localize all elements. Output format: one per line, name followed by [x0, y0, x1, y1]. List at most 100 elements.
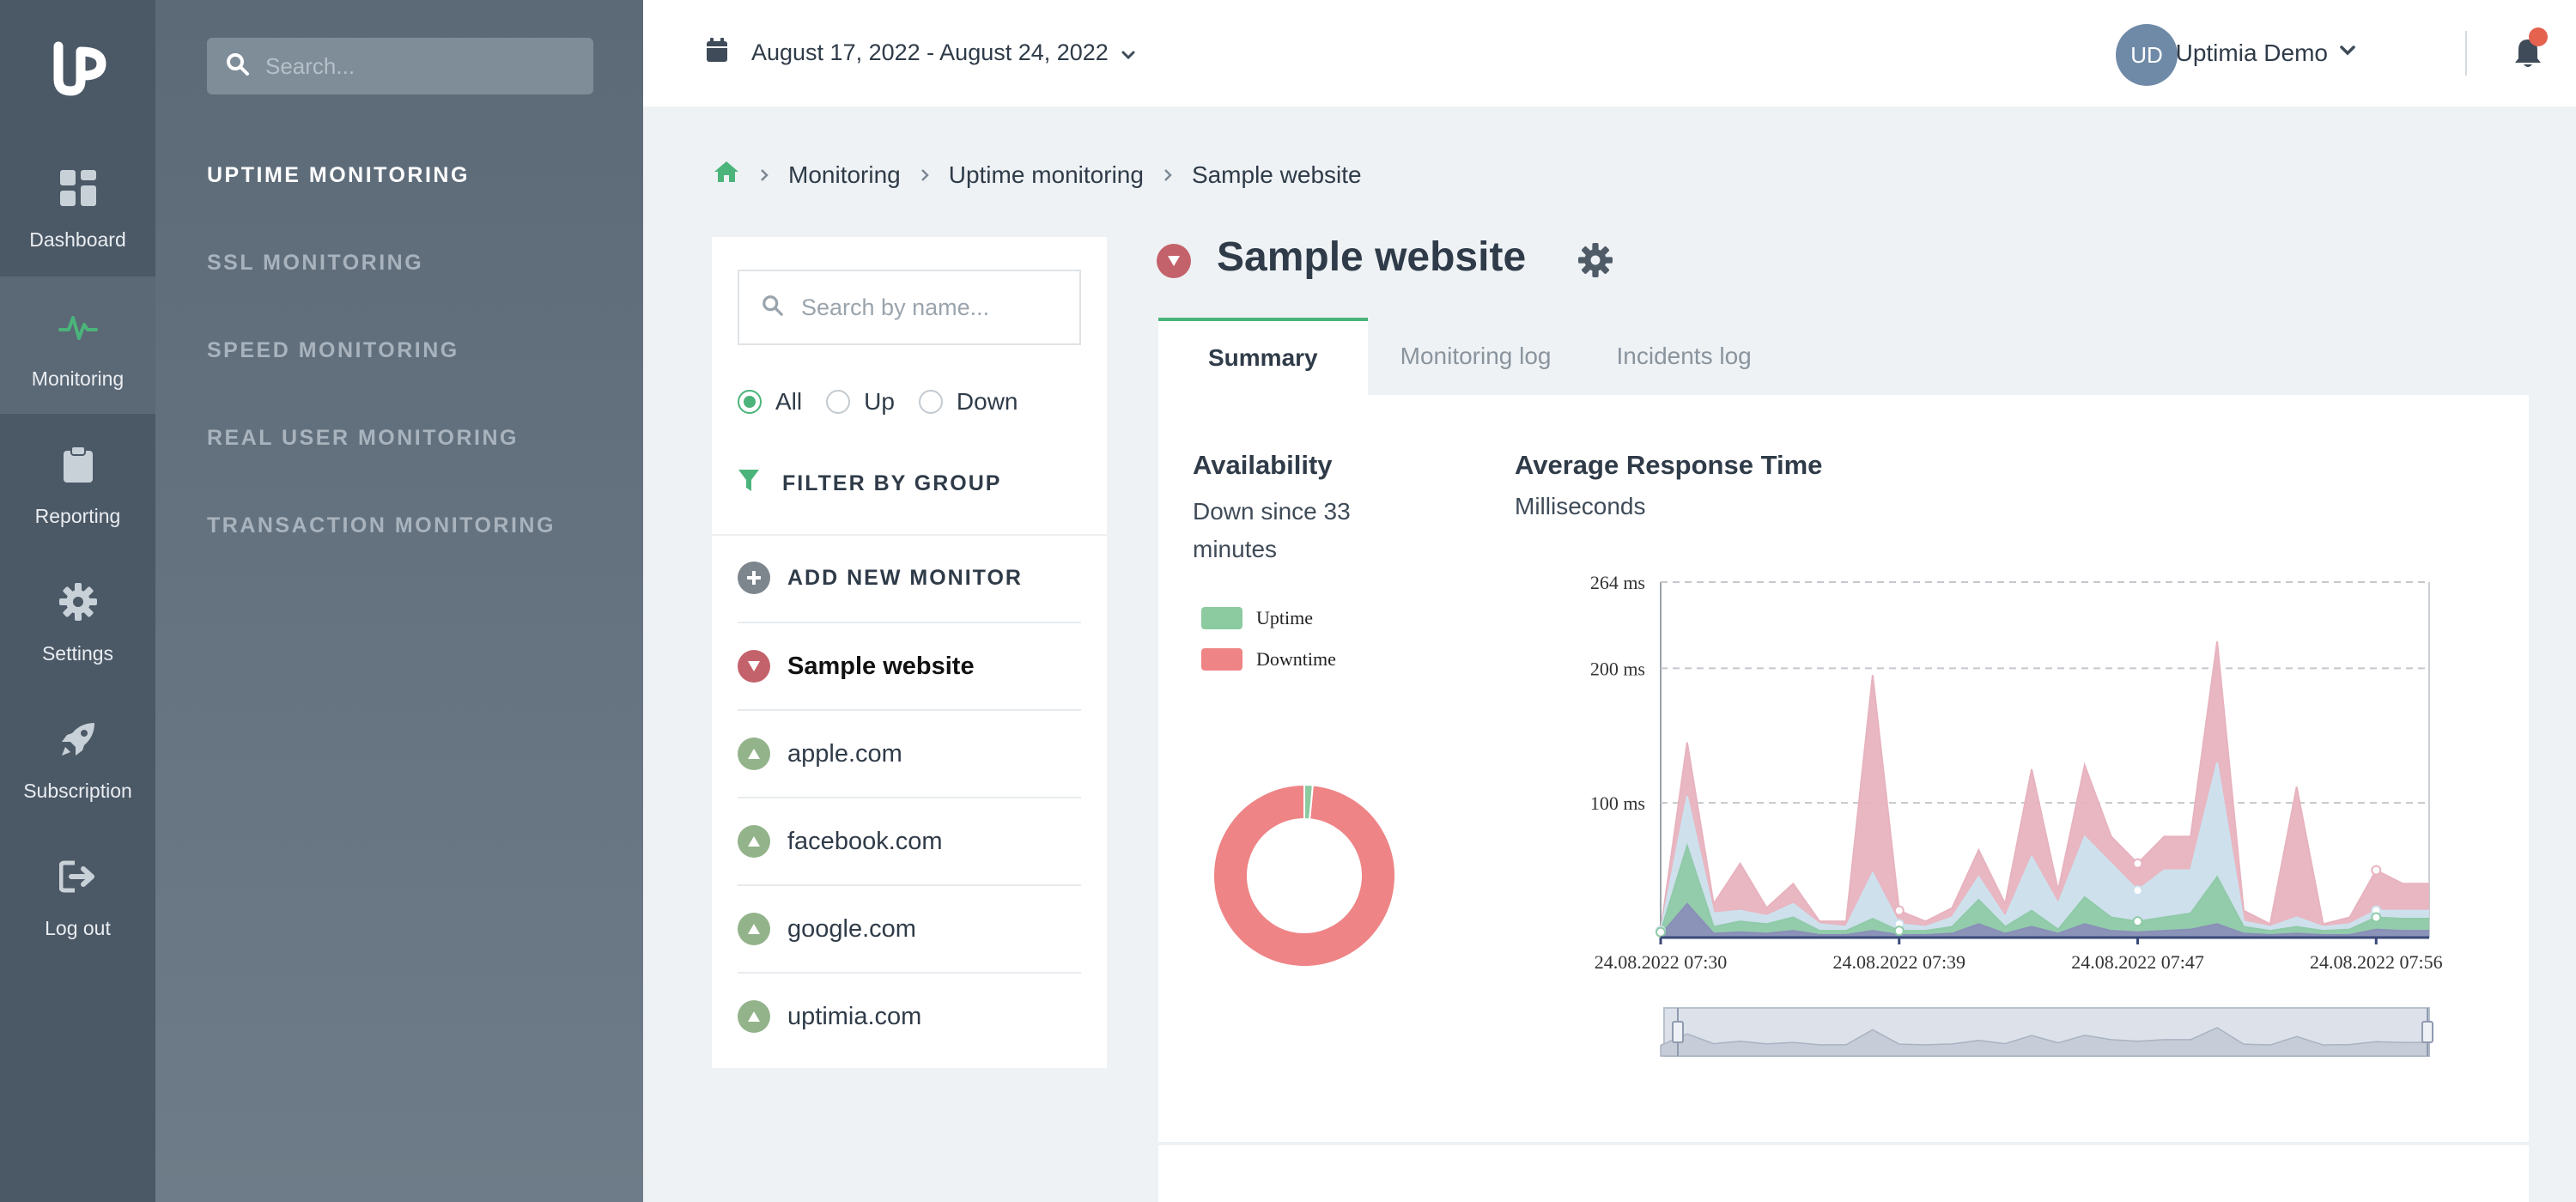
tab-summary[interactable]: Summary: [1158, 318, 1368, 395]
funnel-icon: [738, 469, 782, 499]
data-point[interactable]: [2132, 916, 2143, 927]
x-tick-label: 24.08.2022 07:39: [1832, 951, 1965, 973]
availability-subtitle: Down since 33 minutes: [1193, 498, 1351, 562]
submenu-search-input[interactable]: [265, 52, 574, 80]
uptimia-logo-icon[interactable]: [39, 34, 117, 103]
rail-item-monitoring[interactable]: Monitoring: [0, 276, 155, 414]
submenu-link-ssl[interactable]: SSL MONITORING: [207, 251, 424, 275]
monitor-search[interactable]: [738, 270, 1081, 345]
breadcrumb-uptime-monitoring[interactable]: Uptime monitoring: [948, 161, 1144, 188]
user-menu-name[interactable]: Uptimia Demo: [2175, 39, 2328, 66]
calendar-icon: [707, 38, 727, 68]
availability-donut-chart: [1212, 783, 1396, 968]
submenu-link-real-user[interactable]: REAL USER MONITORING: [207, 426, 519, 450]
donut-slice-downtime[interactable]: [1212, 783, 1396, 968]
rail-item-label: Reporting: [34, 505, 121, 527]
rail-item-subscription[interactable]: Subscription: [0, 689, 155, 826]
rail-item-label: Log out: [45, 917, 111, 939]
monitor-name: facebook.com: [787, 827, 943, 855]
legend-label: Uptime: [1256, 607, 1313, 628]
date-range-text: August 17, 2022 - August 24, 2022: [751, 39, 1109, 65]
filter-up-radio[interactable]: Up: [826, 388, 895, 416]
data-point[interactable]: [1893, 926, 1905, 937]
rocket-icon: [58, 719, 98, 759]
submenu-link-speed[interactable]: SPEED MONITORING: [207, 338, 459, 362]
chevron-down-icon[interactable]: [2339, 45, 2356, 61]
home-icon[interactable]: [713, 160, 740, 190]
data-point[interactable]: [2371, 865, 2382, 876]
filter-label: Down: [956, 388, 1018, 415]
filter-by-group-button[interactable]: FILTER BY GROUP: [738, 469, 1001, 499]
data-point[interactable]: [2371, 912, 2382, 923]
monitor-item-sample-website[interactable]: Sample website: [738, 622, 1081, 709]
tab-monitoring-log[interactable]: Monitoring log: [1400, 343, 1552, 369]
data-point[interactable]: [2132, 858, 2143, 869]
response-time-subtitle: Milliseconds: [1515, 493, 1646, 519]
filter-all-radio[interactable]: All: [738, 388, 802, 416]
status-filter: All Up Down: [738, 388, 1042, 416]
response-time-title: Average Response Time: [1515, 450, 1823, 480]
breadcrumb-current: Sample website: [1191, 161, 1362, 188]
add-new-monitor-label: ADD NEW MONITOR: [787, 565, 1023, 590]
tab-incidents-log[interactable]: Incidents log: [1616, 343, 1752, 369]
status-down-icon: [1157, 244, 1191, 278]
breadcrumb: Monitoring Uptime monitoring Sample webs…: [713, 160, 1362, 190]
legend-item-uptime[interactable]: Uptime: [1201, 598, 1336, 639]
monitor-name: google.com: [787, 914, 916, 943]
status-up-icon: [738, 913, 770, 945]
clipboard-icon: [58, 445, 98, 484]
legend-item-downtime[interactable]: Downtime: [1201, 639, 1336, 680]
logout-icon: [58, 857, 98, 896]
y-tick-label: 264 ms: [1590, 572, 1645, 593]
submenu-link-transaction[interactable]: TRANSACTION MONITORING: [207, 513, 556, 537]
rail-item-dashboard[interactable]: Dashboard: [0, 137, 155, 275]
data-point[interactable]: [2132, 885, 2143, 896]
breadcrumb-monitoring[interactable]: Monitoring: [788, 161, 901, 188]
status-up-icon: [738, 1000, 770, 1033]
rail-item-logout[interactable]: Log out: [0, 826, 155, 963]
search-icon: [226, 52, 250, 81]
availability-legend: Uptime Downtime: [1201, 598, 1336, 680]
monitor-item-google[interactable]: google.com: [738, 884, 1081, 972]
divider: [712, 534, 1107, 536]
search-icon: [762, 294, 784, 321]
date-range-picker[interactable]: August 17, 2022 - August 24, 2022: [707, 38, 1136, 68]
filter-label: Up: [864, 388, 895, 415]
rail-item-label: Subscription: [23, 780, 132, 802]
radio-dot: [738, 390, 762, 414]
submenu-search[interactable]: [207, 38, 593, 94]
x-tick-label: 24.08.2022 07:47: [2071, 951, 2204, 973]
submenu-link-uptime[interactable]: UPTIME MONITORING: [207, 163, 470, 187]
y-tick-label: 100 ms: [1590, 792, 1645, 814]
navigator-right-handle[interactable]: [2421, 1021, 2433, 1043]
rail-item-label: Monitoring: [31, 367, 125, 390]
summary-content: Availability Down since 33 minutes Uptim…: [1158, 395, 2529, 1142]
monitor-name: Sample website: [787, 652, 975, 680]
monitor-item-apple[interactable]: apple.com: [738, 709, 1081, 797]
rail-item-settings[interactable]: Settings: [0, 551, 155, 689]
gear-icon: [58, 582, 98, 622]
icon-rail: Dashboard Monitoring Reporting Settings …: [0, 0, 155, 1202]
monitoring-submenu: UPTIME MONITORING SSL MONITORING SPEED M…: [155, 0, 643, 1202]
filter-down-radio[interactable]: Down: [918, 388, 1018, 416]
availability-title: Availability: [1193, 450, 1333, 480]
monitor-item-facebook[interactable]: facebook.com: [738, 797, 1081, 884]
monitor-search-input[interactable]: [801, 294, 1076, 321]
rail-item-reporting[interactable]: Reporting: [0, 414, 155, 551]
monitor-item-uptimia[interactable]: uptimia.com: [738, 972, 1081, 1059]
add-new-monitor-button[interactable]: ADD NEW MONITOR: [738, 562, 1023, 594]
area-series-2[interactable]: [1661, 762, 2429, 938]
data-point[interactable]: [1656, 926, 1666, 938]
data-point[interactable]: [1893, 905, 1905, 916]
avatar[interactable]: UD: [2116, 24, 2178, 86]
series-line-4: [1660, 902, 2429, 936]
filter-by-group-label: FILTER BY GROUP: [782, 471, 1002, 495]
detail-tabs: Summary Monitoring log Incidents log: [1158, 318, 1784, 395]
page-title: Sample website: [1217, 234, 1527, 280]
x-tick-label: 24.08.2022 07:30: [1595, 951, 1728, 973]
gear-icon[interactable]: [1578, 243, 1613, 282]
navigator-left-handle[interactable]: [1672, 1021, 1684, 1043]
chevron-right-icon: [759, 161, 769, 189]
legend-label: Downtime: [1256, 648, 1336, 670]
plus-icon: [738, 562, 770, 594]
